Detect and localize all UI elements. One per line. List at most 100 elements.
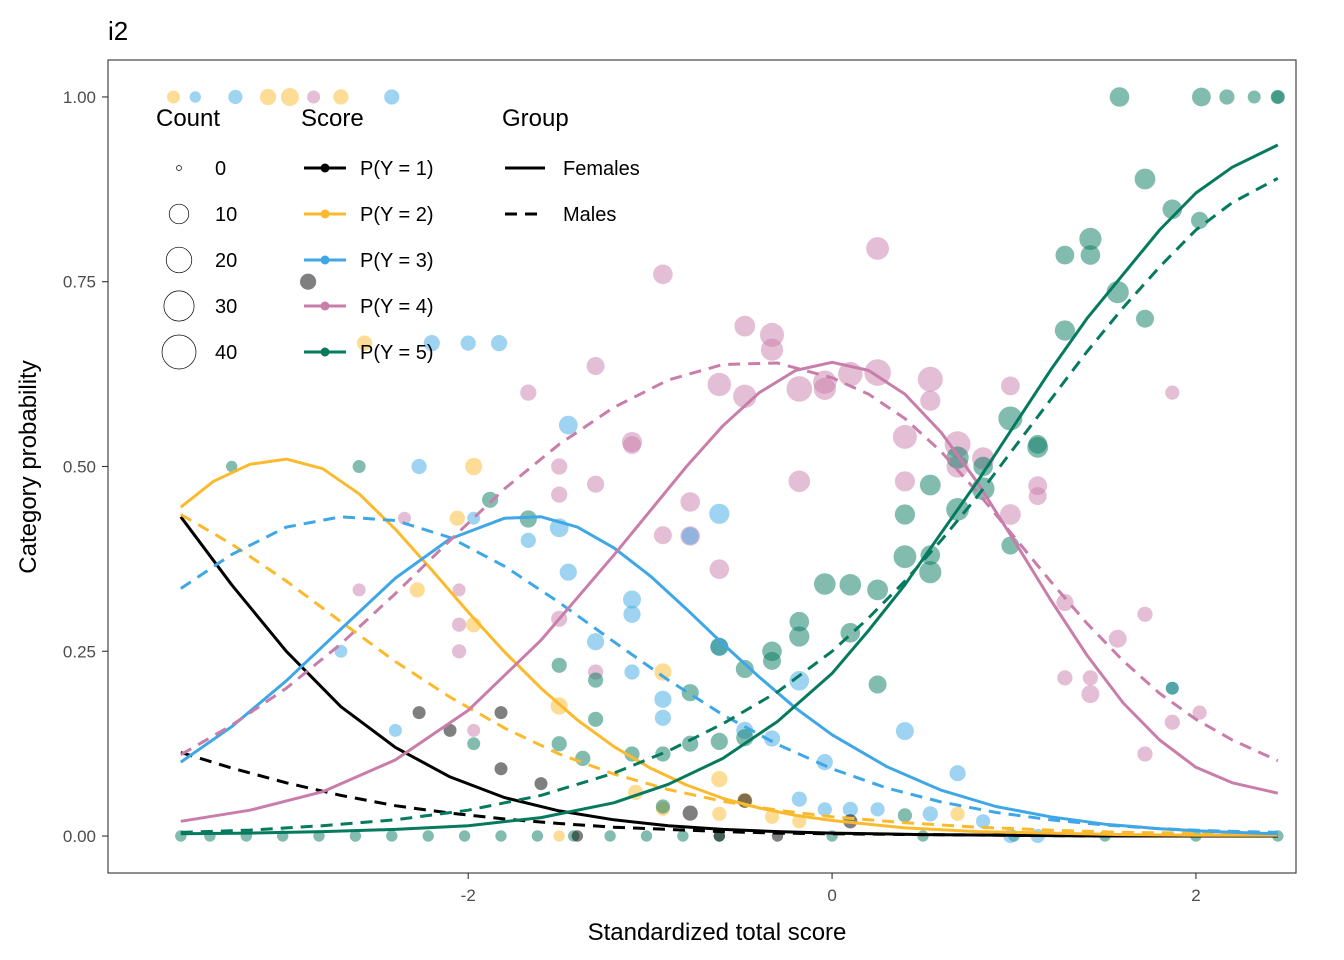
series-line-2-females [179, 457, 1278, 837]
series-line-3-females [179, 515, 1278, 836]
data-point [789, 626, 810, 647]
data-point [551, 657, 567, 673]
legend-score-label: P(Y = 3) [360, 250, 434, 272]
data-point [710, 732, 728, 751]
data-point [866, 237, 889, 260]
data-point [333, 89, 349, 105]
data-point [491, 335, 508, 352]
data-point [709, 503, 730, 524]
data-point [1055, 245, 1075, 265]
legend-score-label: P(Y = 4) [360, 296, 434, 318]
legend-score-point [320, 209, 330, 219]
data-point [409, 582, 425, 598]
data-point [1164, 714, 1180, 730]
data-point [571, 830, 584, 842]
legend-score-point [320, 347, 330, 357]
data-point [226, 460, 238, 473]
data-point [1028, 487, 1047, 506]
series-line-1-females [179, 515, 1278, 838]
data-point [682, 805, 698, 821]
legend-count-symbol [165, 246, 193, 274]
data-point [893, 545, 917, 569]
data-point [520, 384, 537, 401]
legend-score-point [320, 301, 330, 311]
data-point [870, 802, 885, 817]
data-point [1271, 90, 1285, 104]
chart-title: i2 [108, 16, 128, 46]
legend-count-symbol [163, 290, 195, 322]
data-point [1192, 87, 1211, 107]
data-point [494, 762, 508, 776]
data-point [531, 830, 544, 842]
data-point [1080, 245, 1101, 265]
data-point [976, 814, 991, 829]
x-tick-label: 2 [1191, 886, 1200, 905]
y-axis-title: Category probability [15, 360, 42, 573]
data-point [551, 486, 568, 503]
data-point [423, 335, 440, 352]
y-tick-label: 0.25 [63, 642, 96, 661]
y-tick-label: 1.00 [63, 88, 96, 107]
data-point [711, 771, 728, 788]
x-axis-title: Standardized total score [588, 919, 847, 946]
data-point [588, 711, 604, 727]
data-point [352, 583, 366, 597]
data-point [553, 830, 565, 842]
data-point [868, 675, 887, 694]
data-point [467, 737, 481, 751]
data-point [1001, 376, 1020, 396]
data-point [735, 660, 754, 678]
data-point [623, 605, 641, 623]
series-line-2-males [180, 513, 1278, 836]
data-point [388, 723, 402, 737]
legend-count-label: 10 [215, 204, 237, 226]
data-point [307, 90, 321, 104]
data-point [814, 573, 836, 595]
data-point [839, 574, 862, 596]
data-point [1165, 385, 1180, 400]
data-point [623, 590, 641, 609]
data-point [791, 791, 807, 807]
data-point [950, 806, 965, 822]
data-point [228, 89, 243, 105]
data-point [352, 460, 366, 473]
data-point [411, 458, 427, 475]
data-point [167, 90, 180, 104]
x-axis: -2 0 2 [461, 873, 1201, 905]
data-point [763, 730, 781, 747]
legend-score: P(Y = 1) P(Y = 2) P(Y = 3) P(Y = 4) P(Y = 5) [304, 158, 434, 364]
y-tick-label: 0.50 [63, 458, 96, 477]
legend-count-symbol [176, 165, 182, 171]
data-point [892, 424, 917, 449]
data-point [1134, 168, 1156, 190]
data-point [458, 830, 471, 842]
data-point [559, 563, 577, 581]
data-point [894, 504, 916, 525]
data-point [788, 470, 811, 493]
data-point [1054, 320, 1075, 341]
series-line-5-males [180, 176, 1279, 834]
data-point [713, 830, 725, 842]
data-point [189, 91, 201, 103]
data-point [452, 583, 466, 597]
data-point [786, 376, 813, 402]
data-point [1191, 211, 1209, 229]
data-point [534, 777, 548, 791]
data-point [280, 88, 299, 106]
data-point [813, 377, 836, 400]
data-point [587, 633, 605, 651]
data-point [467, 723, 481, 737]
data-point [712, 806, 727, 822]
data-point [919, 474, 941, 496]
legend-score-label: P(Y = 5) [360, 342, 434, 364]
legend-count-label: 30 [215, 296, 237, 318]
x-tick-label: -2 [461, 886, 476, 905]
data-point [764, 809, 780, 824]
data-point [1247, 90, 1261, 104]
data-point [816, 754, 833, 771]
data-point [558, 415, 578, 435]
y-axis: 0.00 0.25 0.50 0.75 1.00 [63, 88, 108, 846]
